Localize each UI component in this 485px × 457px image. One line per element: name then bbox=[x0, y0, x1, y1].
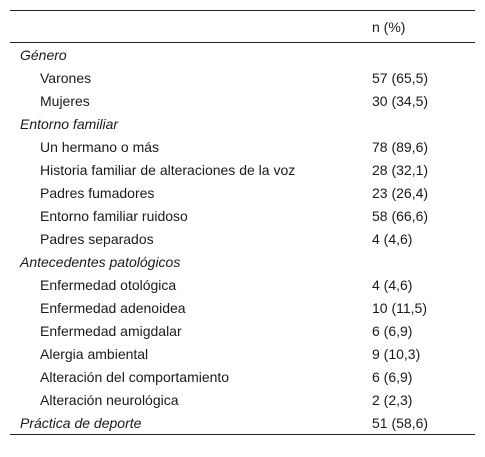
table-row: Antecedentes patológicos bbox=[10, 250, 475, 273]
row-value: 57 (65,5) bbox=[372, 69, 429, 86]
row-group-label: Práctica de deporte bbox=[10, 411, 359, 435]
table-row: Mujeres 30 (34,5) bbox=[10, 89, 475, 112]
table-header: n (%) bbox=[10, 10, 475, 43]
row-label: Varones bbox=[40, 69, 92, 86]
row-value: 6 (6,9) bbox=[372, 368, 413, 385]
table-body: Género Varones 57 (65,5) Mujeres 30 (34,… bbox=[10, 43, 475, 435]
row-value: 4 (4,6) bbox=[372, 230, 413, 247]
table-row: Un hermano o más 78 (89,6) bbox=[10, 135, 475, 158]
row-value: 28 (32,1) bbox=[372, 161, 429, 178]
header-value-cell: n (%) bbox=[359, 10, 475, 43]
row-label: Alteración del comportamiento bbox=[40, 368, 230, 385]
table-row: Entorno familiar bbox=[10, 112, 475, 135]
row-value: 51 (58,6) bbox=[359, 411, 475, 435]
row-value bbox=[359, 250, 475, 273]
row-value: 23 (26,4) bbox=[372, 184, 429, 201]
row-value: 2 (2,3) bbox=[372, 391, 413, 408]
row-label: Un hermano o más bbox=[40, 138, 160, 155]
row-value: 9 (10,3) bbox=[372, 345, 421, 362]
row-label: Historia familiar de alteraciones de la … bbox=[40, 161, 296, 178]
table-row: Práctica de deporte 51 (58,6) bbox=[10, 411, 475, 435]
row-value: 10 (11,5) bbox=[372, 299, 427, 316]
row-group-label: Entorno familiar bbox=[20, 115, 119, 132]
row-label: Alteración neurológica bbox=[40, 391, 179, 408]
table-row: Entorno familiar ruidoso 58 (66,6) bbox=[10, 204, 475, 227]
row-label: Alergia ambiental bbox=[40, 345, 149, 362]
table-row: Alteración del comportamiento 6 (6,9) bbox=[10, 365, 475, 388]
row-label: Enfermedad otológica bbox=[40, 276, 177, 293]
row-value: 78 (89,6) bbox=[372, 138, 429, 155]
header-label-cell bbox=[10, 10, 359, 43]
table-row: Padres separados 4 (4,6) bbox=[10, 227, 475, 250]
table-row: Enfermedad amigdalar 6 (6,9) bbox=[10, 319, 475, 342]
row-value: 30 (34,5) bbox=[372, 92, 429, 109]
data-table-container: n (%) Género Varones 57 (65,5) Mujeres 3… bbox=[10, 10, 475, 435]
table-row: Varones 57 (65,5) bbox=[10, 66, 475, 89]
row-label: Enfermedad amigdalar bbox=[40, 322, 182, 339]
row-value: 58 (66,6) bbox=[372, 207, 429, 224]
table-row: Enfermedad adenoidea 10 (11,5) bbox=[10, 296, 475, 319]
table-row: Género bbox=[10, 43, 475, 67]
row-value: 4 (4,6) bbox=[372, 276, 413, 293]
row-label: Entorno familiar ruidoso bbox=[40, 207, 188, 224]
row-label: Padres fumadores bbox=[40, 184, 155, 201]
table-row: Enfermedad otológica 4 (4,6) bbox=[10, 273, 475, 296]
row-label: Mujeres bbox=[40, 92, 90, 109]
table-row: Historia familiar de alteraciones de la … bbox=[10, 158, 475, 181]
header-row: n (%) bbox=[10, 10, 475, 43]
table-row: Alergia ambiental 9 (10,3) bbox=[10, 342, 475, 365]
row-value bbox=[359, 43, 475, 67]
row-group-label: Género bbox=[20, 46, 67, 63]
row-value bbox=[359, 112, 475, 135]
characteristics-table: n (%) Género Varones 57 (65,5) Mujeres 3… bbox=[10, 10, 475, 435]
row-label: Enfermedad adenoidea bbox=[40, 299, 186, 316]
row-value: 6 (6,9) bbox=[372, 322, 413, 339]
table-row: Alteración neurológica 2 (2,3) bbox=[10, 388, 475, 411]
table-row: Padres fumadores 23 (26,4) bbox=[10, 181, 475, 204]
row-group-label: Antecedentes patológicos bbox=[20, 253, 181, 270]
row-label: Padres separados bbox=[40, 230, 154, 247]
